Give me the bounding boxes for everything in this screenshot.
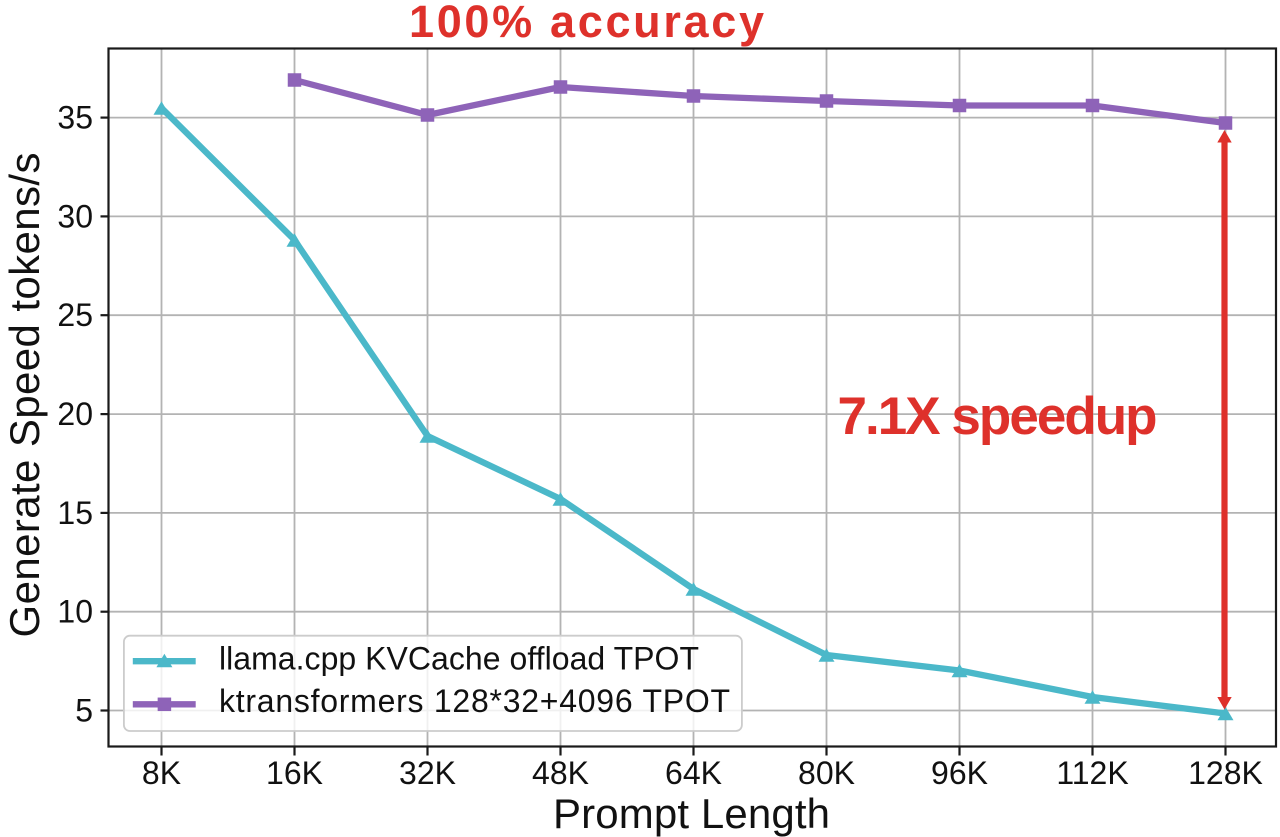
svg-text:35: 35 [57,100,93,136]
svg-text:32K: 32K [399,755,456,791]
svg-text:112K: 112K [1056,755,1128,791]
svg-text:64K: 64K [665,755,722,791]
svg-text:48K: 48K [532,755,589,791]
svg-text:10: 10 [57,594,93,630]
svg-text:100% accuracy: 100% accuracy [409,0,764,47]
svg-text:ktransformers 128*32+4096 TPOT: ktransformers 128*32+4096 TPOT [219,683,730,719]
svg-text:8K: 8K [142,755,181,791]
svg-text:5: 5 [75,693,93,729]
svg-text:15: 15 [57,495,93,531]
svg-text:7.1X speedup: 7.1X speedup [838,387,1158,446]
svg-text:Prompt Length: Prompt Length [553,790,830,837]
svg-text:16K: 16K [266,755,323,791]
svg-text:llama.cpp KVCache offload TPOT: llama.cpp KVCache offload TPOT [219,641,699,677]
svg-text:20: 20 [57,396,93,432]
svg-text:30: 30 [57,198,93,234]
svg-text:25: 25 [57,297,93,333]
svg-text:128K: 128K [1188,755,1263,791]
svg-text:Generate Speed tokens/s: Generate Speed tokens/s [1,153,48,638]
svg-text:80K: 80K [798,755,855,791]
svg-text:96K: 96K [931,755,988,791]
